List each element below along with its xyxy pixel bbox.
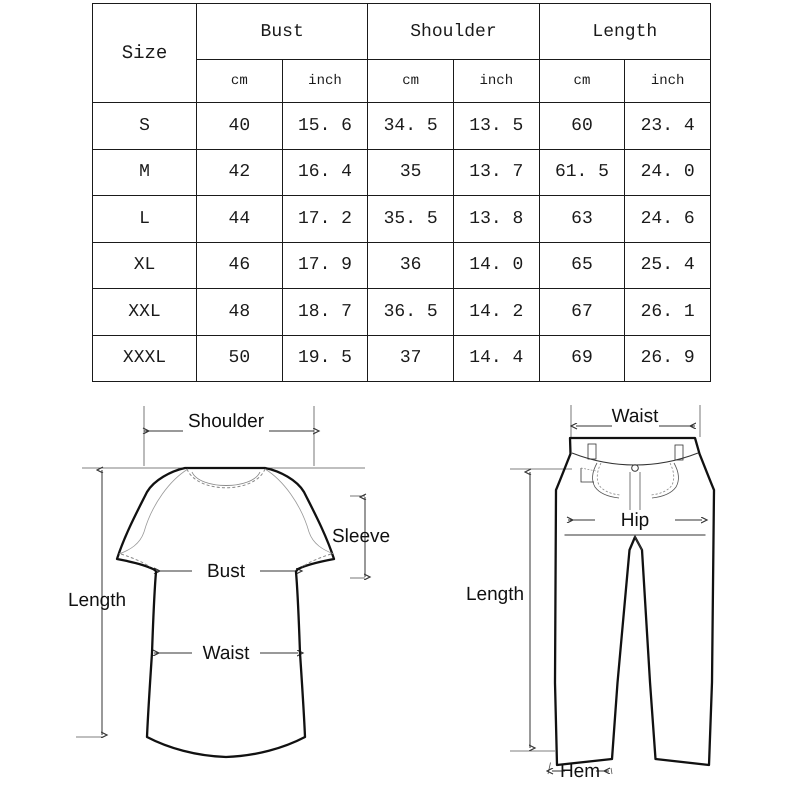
svg-text:Sleeve: Sleeve [332,526,390,547]
svg-text:Waist: Waist [203,643,251,664]
svg-text:Bust: Bust [207,561,246,582]
svg-text:Waist: Waist [612,406,660,427]
svg-text:Length: Length [466,584,524,605]
svg-text:Hip: Hip [621,510,650,531]
svg-text:Shoulder: Shoulder [188,411,265,432]
svg-text:Length: Length [68,590,126,611]
